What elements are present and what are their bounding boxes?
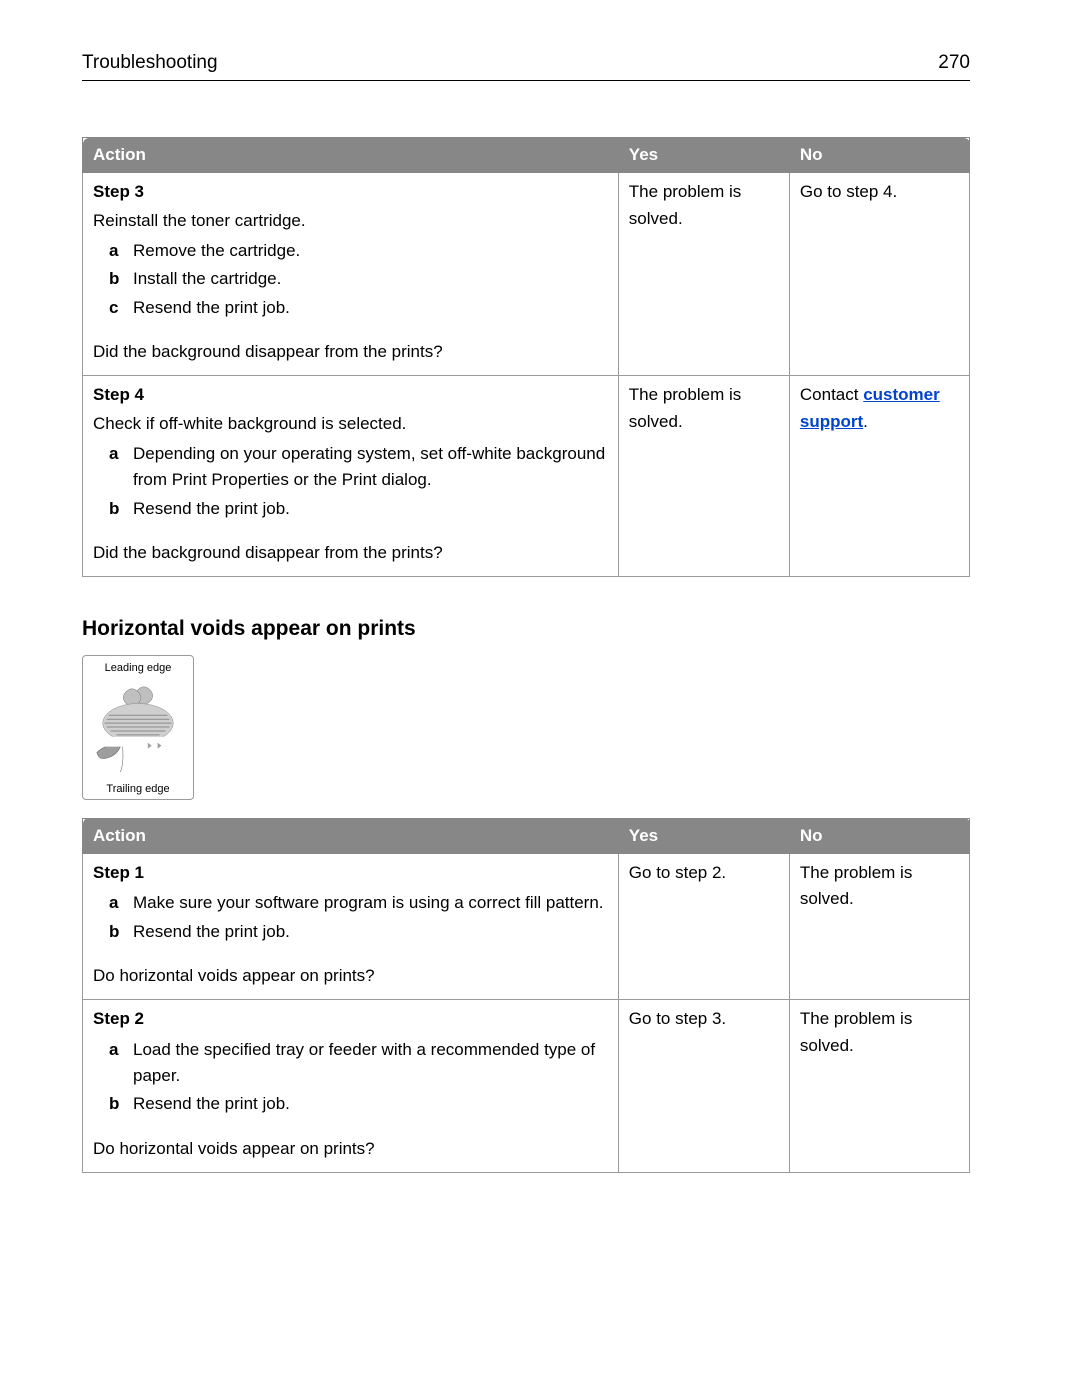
diagram-image <box>89 679 187 779</box>
th-action: Action <box>83 138 619 173</box>
no-cell: Go to step 4. <box>789 173 969 376</box>
step-intro: Check if off-white background is selecte… <box>93 411 608 437</box>
step-title: Step 1 <box>93 860 608 886</box>
step-title: Step 3 <box>93 179 608 205</box>
sub-text: Install the cartridge. <box>133 269 281 288</box>
sub-text: Remove the cartridge. <box>133 241 300 260</box>
table-row: Step 4 Check if off-white background is … <box>83 376 970 577</box>
sub-list: aDepending on your operating system, set… <box>93 441 608 522</box>
page-number: 270 <box>938 52 970 74</box>
sub-text: Depending on your operating system, set … <box>133 444 605 489</box>
th-yes: Yes <box>618 138 789 173</box>
no-cell: Contact customer support. <box>789 376 969 577</box>
diagram-svg <box>89 679 187 779</box>
table-row: Step 2 aLoad the specified tray or feede… <box>83 1000 970 1173</box>
troubleshoot-table-2: Action Yes No Step 1 aMake sure your sof… <box>82 818 970 1173</box>
step-question: Did the background disappear from the pr… <box>93 339 608 365</box>
th-action: Action <box>83 818 619 853</box>
th-no: No <box>789 138 969 173</box>
sub-list: aRemove the cartridge. bInstall the cart… <box>93 238 608 321</box>
step-question: Did the background disappear from the pr… <box>93 540 608 566</box>
section-heading: Horizontal voids appear on prints <box>82 617 970 641</box>
sub-text: Resend the print job. <box>133 922 290 941</box>
yes-cell: Go to step 2. <box>618 854 789 1000</box>
step-title: Step 4 <box>93 382 608 408</box>
sub-text: Load the specified tray or feeder with a… <box>133 1040 595 1085</box>
page-header: Troubleshooting 270 <box>82 52 970 81</box>
sub-list: aMake sure your software program is usin… <box>93 890 608 945</box>
sub-list: aLoad the specified tray or feeder with … <box>93 1037 608 1118</box>
step-title: Step 2 <box>93 1006 608 1032</box>
no-cell: The problem is solved. <box>789 854 969 1000</box>
th-yes: Yes <box>618 818 789 853</box>
diagram-top-label: Leading edge <box>89 662 187 674</box>
page-container: Troubleshooting 270 Action Yes No Step 3… <box>0 0 1080 1233</box>
step-question: Do horizontal voids appear on prints? <box>93 1136 608 1162</box>
yes-cell: The problem is solved. <box>618 376 789 577</box>
yes-cell: The problem is solved. <box>618 173 789 376</box>
step-intro: Reinstall the toner cartridge. <box>93 208 608 234</box>
troubleshoot-table-1: Action Yes No Step 3 Reinstall the toner… <box>82 137 970 577</box>
table-row: Step 3 Reinstall the toner cartridge. aR… <box>83 173 970 376</box>
sub-text: Resend the print job. <box>133 1094 290 1113</box>
sub-text: Make sure your software program is using… <box>133 893 604 912</box>
th-no: No <box>789 818 969 853</box>
diagram-bottom-label: Trailing edge <box>89 783 187 795</box>
step-question: Do horizontal voids appear on prints? <box>93 963 608 989</box>
sub-text: Resend the print job. <box>133 298 290 317</box>
table-row: Step 1 aMake sure your software program … <box>83 854 970 1000</box>
print-sample-diagram: Leading edge <box>82 655 194 799</box>
yes-cell: Go to step 3. <box>618 1000 789 1173</box>
header-title: Troubleshooting <box>82 52 218 74</box>
no-cell: The problem is solved. <box>789 1000 969 1173</box>
sub-text: Resend the print job. <box>133 499 290 518</box>
